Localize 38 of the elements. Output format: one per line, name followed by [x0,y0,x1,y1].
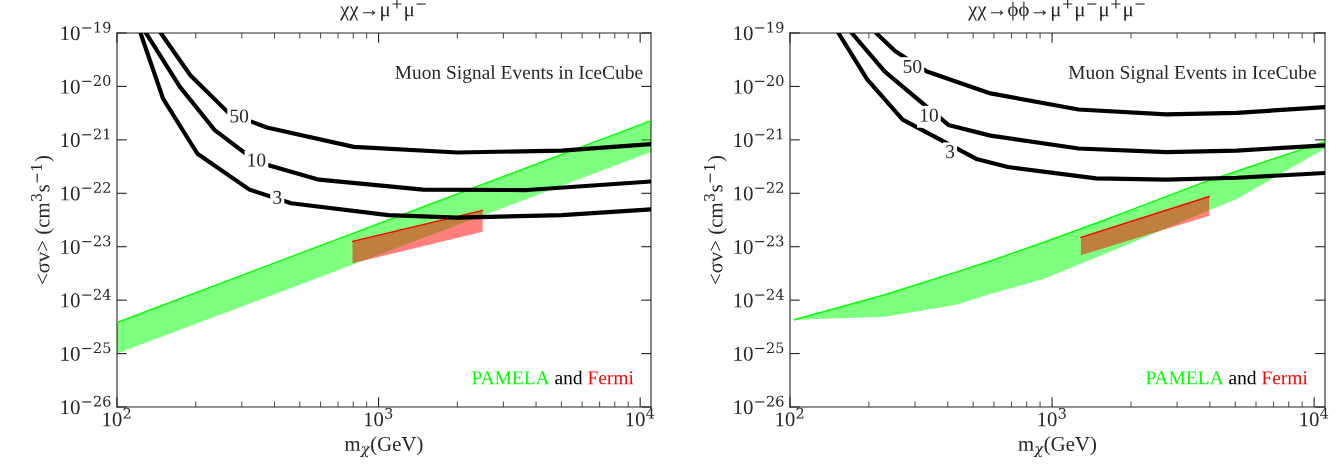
annotation: and [1229,370,1257,385]
y-axis-title: <σv> (cm$^{3}$s$^{−1}$) [30,156,54,285]
y-tick-label: 10$^{−21}$ [734,128,783,148]
text: Fermi [588,371,634,385]
y-tick-label: 10$^{−23}$ [734,235,784,254]
x-tick-label: 10$^{3}$ [364,407,393,427]
y-tick-label: 10$^{−20}$ [61,75,111,94]
x-axis-title: m$_{χ}$(GeV) [1018,436,1096,458]
y-tick-label: 10$^{−20}$ [734,75,784,94]
y-tick-label: 10$^{−19}$ [61,21,111,41]
y-tick-label: 10$^{−24}$ [61,288,111,308]
annotation: 10 [920,108,938,122]
annotation: 3 [946,145,955,159]
annotation: Muon Signal Events in IceCube [1068,65,1316,83]
annotation: Muon Signal Events in IceCube [395,65,643,83]
annotation: 50 [230,109,249,123]
y-axis-title: <σv> (cm$^{3}$s$^{−1}$) [703,156,727,285]
x-tick-label: 10$^{4}$ [1300,407,1329,427]
text: PAMELA [1146,371,1224,385]
text: Fermi [1261,371,1308,385]
y-tick-label: 10$^{−22}$ [61,181,111,201]
annotation: 3 [273,190,282,204]
y-tick-label: 10$^{−19}$ [734,21,784,41]
annotation: 10 [248,153,266,167]
x-tick-label: 10$^{3}$ [1038,407,1066,427]
y-tick-label: 10$^{−24}$ [734,288,784,308]
x-axis-title: m$_{χ}$(GeV) [344,436,423,458]
y-tick-label: 10$^{−25}$ [61,342,111,361]
chart-title: χχ→μ$^{+}$μ$^{−}$ [340,0,426,21]
annotation: and [555,370,583,385]
y-tick-label: 10$^{−21}$ [61,128,110,148]
y-tick-label: 10$^{−25}$ [734,342,784,361]
y-tick-label: 10$^{−22}$ [734,181,784,201]
chart-title: χχ→ϕϕ→μ$^{+}$μ$^{−}$μ$^{+}$μ$^{−}$ [968,0,1145,21]
x-tick-label: 10$^{4}$ [626,407,655,427]
y-tick-label: 10$^{−23}$ [61,235,111,254]
annotation: 50 [903,59,922,73]
text: PAMELA [472,371,550,385]
